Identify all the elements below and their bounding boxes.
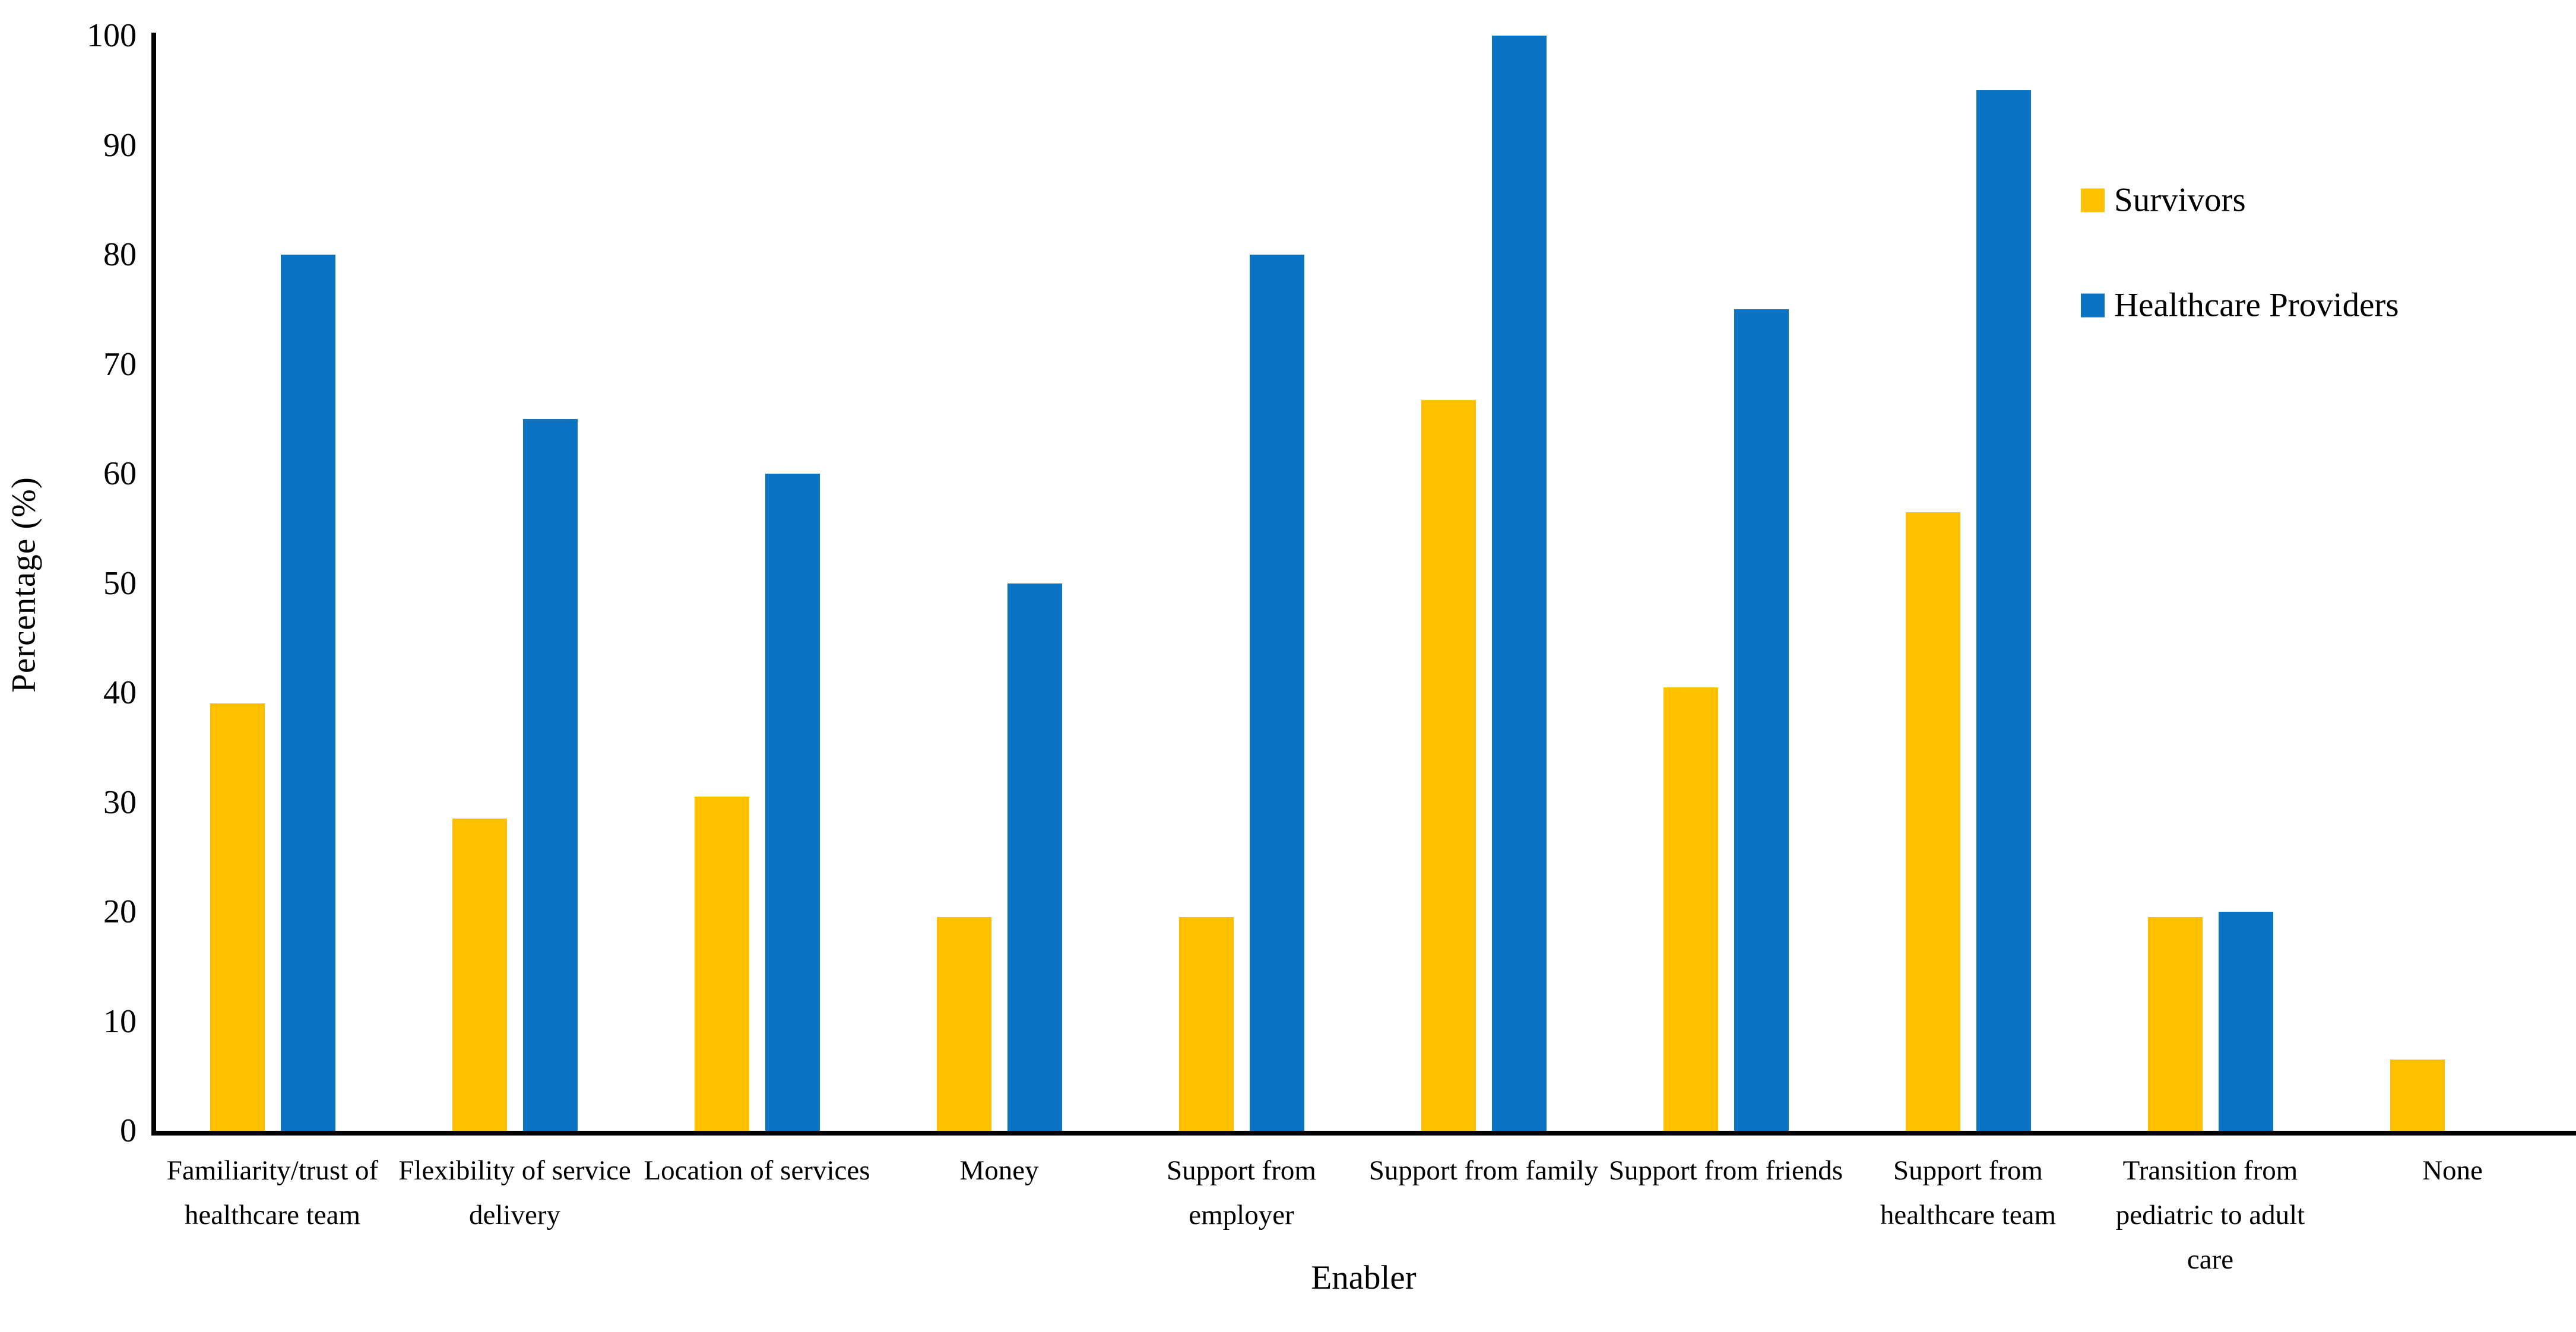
- legend-item-survivors: Survivors: [2081, 181, 2246, 220]
- y-tick-label-40: 40: [103, 674, 137, 711]
- bar-providers-8: [2218, 912, 2273, 1131]
- y-tick-label-100: 100: [87, 17, 137, 54]
- bar-survivors-3: [936, 917, 991, 1131]
- category-label-2: Location of services: [644, 1155, 870, 1186]
- category-label-0: Familiarity/trust of healthcare team: [166, 1155, 379, 1231]
- legend-label: Survivors: [2114, 181, 2246, 219]
- legend-swatch-icon: [2081, 293, 2105, 317]
- category-label-8: Transition from pediatric to adult care: [2115, 1155, 2305, 1276]
- bar-survivors-0: [210, 703, 265, 1131]
- category-label-3: Money: [959, 1155, 1039, 1186]
- y-tick-label-30: 30: [103, 784, 137, 821]
- y-tick-label-20: 20: [103, 893, 137, 930]
- bar-providers-7: [1976, 90, 2031, 1131]
- bar-providers-6: [1734, 309, 1789, 1131]
- y-axis-title: Percentage (%): [5, 477, 43, 693]
- category-label-4: Support from employer: [1167, 1155, 1316, 1231]
- legend-swatch-icon: [2081, 188, 2105, 212]
- x-axis-line: [151, 1131, 2576, 1136]
- bar-providers-5: [1491, 36, 1547, 1131]
- category-label-1: Flexibility of service delivery: [398, 1155, 631, 1231]
- bar-survivors-6: [1663, 687, 1718, 1131]
- bar-providers-2: [765, 474, 820, 1131]
- y-tick-label-70: 70: [103, 345, 137, 383]
- y-tick-label-60: 60: [103, 455, 137, 492]
- y-tick-label-10: 10: [103, 1003, 137, 1040]
- y-tick-label-50: 50: [103, 564, 137, 602]
- bar-providers-4: [1249, 255, 1304, 1131]
- bar-survivors-1: [452, 819, 507, 1131]
- y-tick-label-80: 80: [103, 236, 137, 273]
- legend-label: Healthcare Providers: [2114, 286, 2399, 324]
- bar-providers-1: [522, 418, 578, 1131]
- y-tick-label-90: 90: [103, 126, 137, 164]
- category-label-9: None: [2422, 1155, 2483, 1186]
- category-label-7: Support from healthcare team: [1880, 1155, 2057, 1231]
- category-label-6: Support from friends: [1608, 1155, 1843, 1186]
- bar-survivors-9: [2390, 1060, 2445, 1131]
- bar-survivors-2: [694, 797, 749, 1131]
- legend-item-healthcare-providers: Healthcare Providers: [2081, 286, 2399, 325]
- bar-survivors-8: [2147, 917, 2203, 1131]
- bar-providers-0: [280, 255, 335, 1131]
- x-axis-title: Enabler: [1311, 1259, 1417, 1296]
- category-label-5: Support from family: [1368, 1155, 1599, 1186]
- bar-survivors-4: [1178, 917, 1234, 1131]
- bar-providers-3: [1007, 583, 1062, 1131]
- bar-survivors-5: [1421, 400, 1476, 1131]
- bar-survivors-7: [1905, 512, 1960, 1131]
- y-axis-line: [151, 33, 156, 1136]
- y-tick-label-0: 0: [120, 1112, 137, 1149]
